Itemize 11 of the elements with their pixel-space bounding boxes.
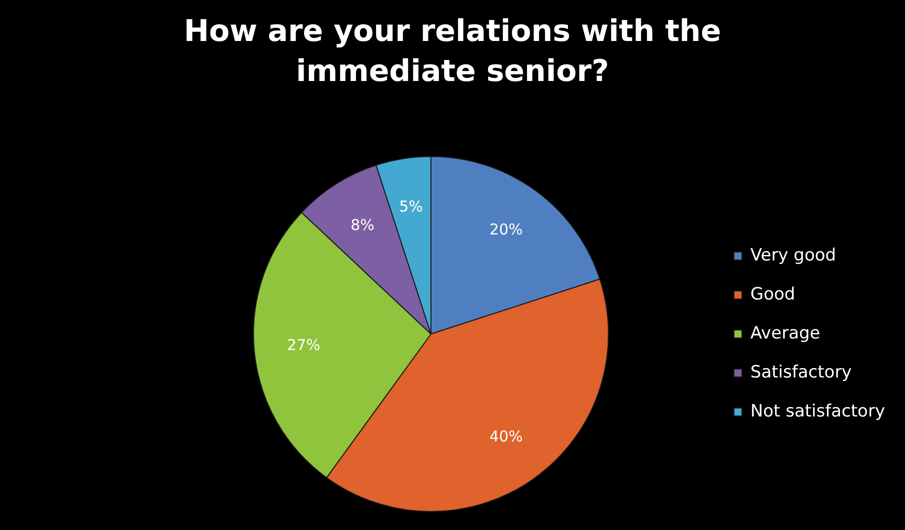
legend-label: Good [750,284,796,304]
data-label: 40% [489,427,523,446]
legend-label: Not satisfactory [750,401,886,422]
data-label: 27% [287,336,320,354]
legend-label: Very good [750,245,836,266]
chart-title: How are your relations with the immediate senior? [182,13,722,91]
data-label: 5% [399,198,423,216]
legend-label: Satisfactory [750,362,852,382]
data-label: 8% [350,216,374,234]
legend-label: Average [750,323,820,344]
data-label: 20% [489,220,523,238]
